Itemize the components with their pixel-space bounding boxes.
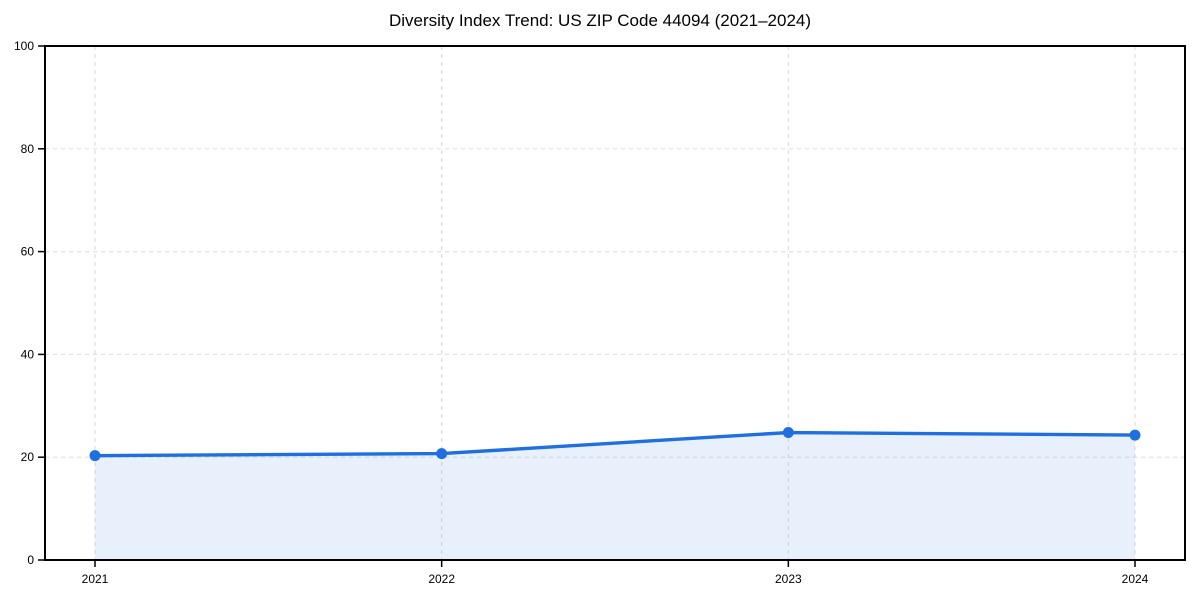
area-fill [95,432,1135,560]
y-tick-label: 40 [21,347,35,361]
x-tick-label: 2023 [775,572,802,586]
trend-line [93,430,1137,458]
data-point-2021 [89,450,101,462]
x-tick-label: 2024 [1122,572,1149,586]
y-tick-label: 0 [27,553,34,567]
data-point-2024 [1129,429,1141,441]
data-point-2022 [436,448,448,460]
chart-title: Diversity Index Trend: US ZIP Code 44094… [388,11,812,30]
x-tick-label: 2022 [428,572,455,586]
y-tick-label: 100 [14,39,34,53]
data-point-2023 [782,427,794,439]
plot-border [44,45,1186,561]
x-tick-label: 2021 [82,572,109,586]
y-tick-label: 20 [21,450,35,464]
y-tick-label: 60 [21,245,35,259]
y-tick-label: 80 [21,142,35,156]
